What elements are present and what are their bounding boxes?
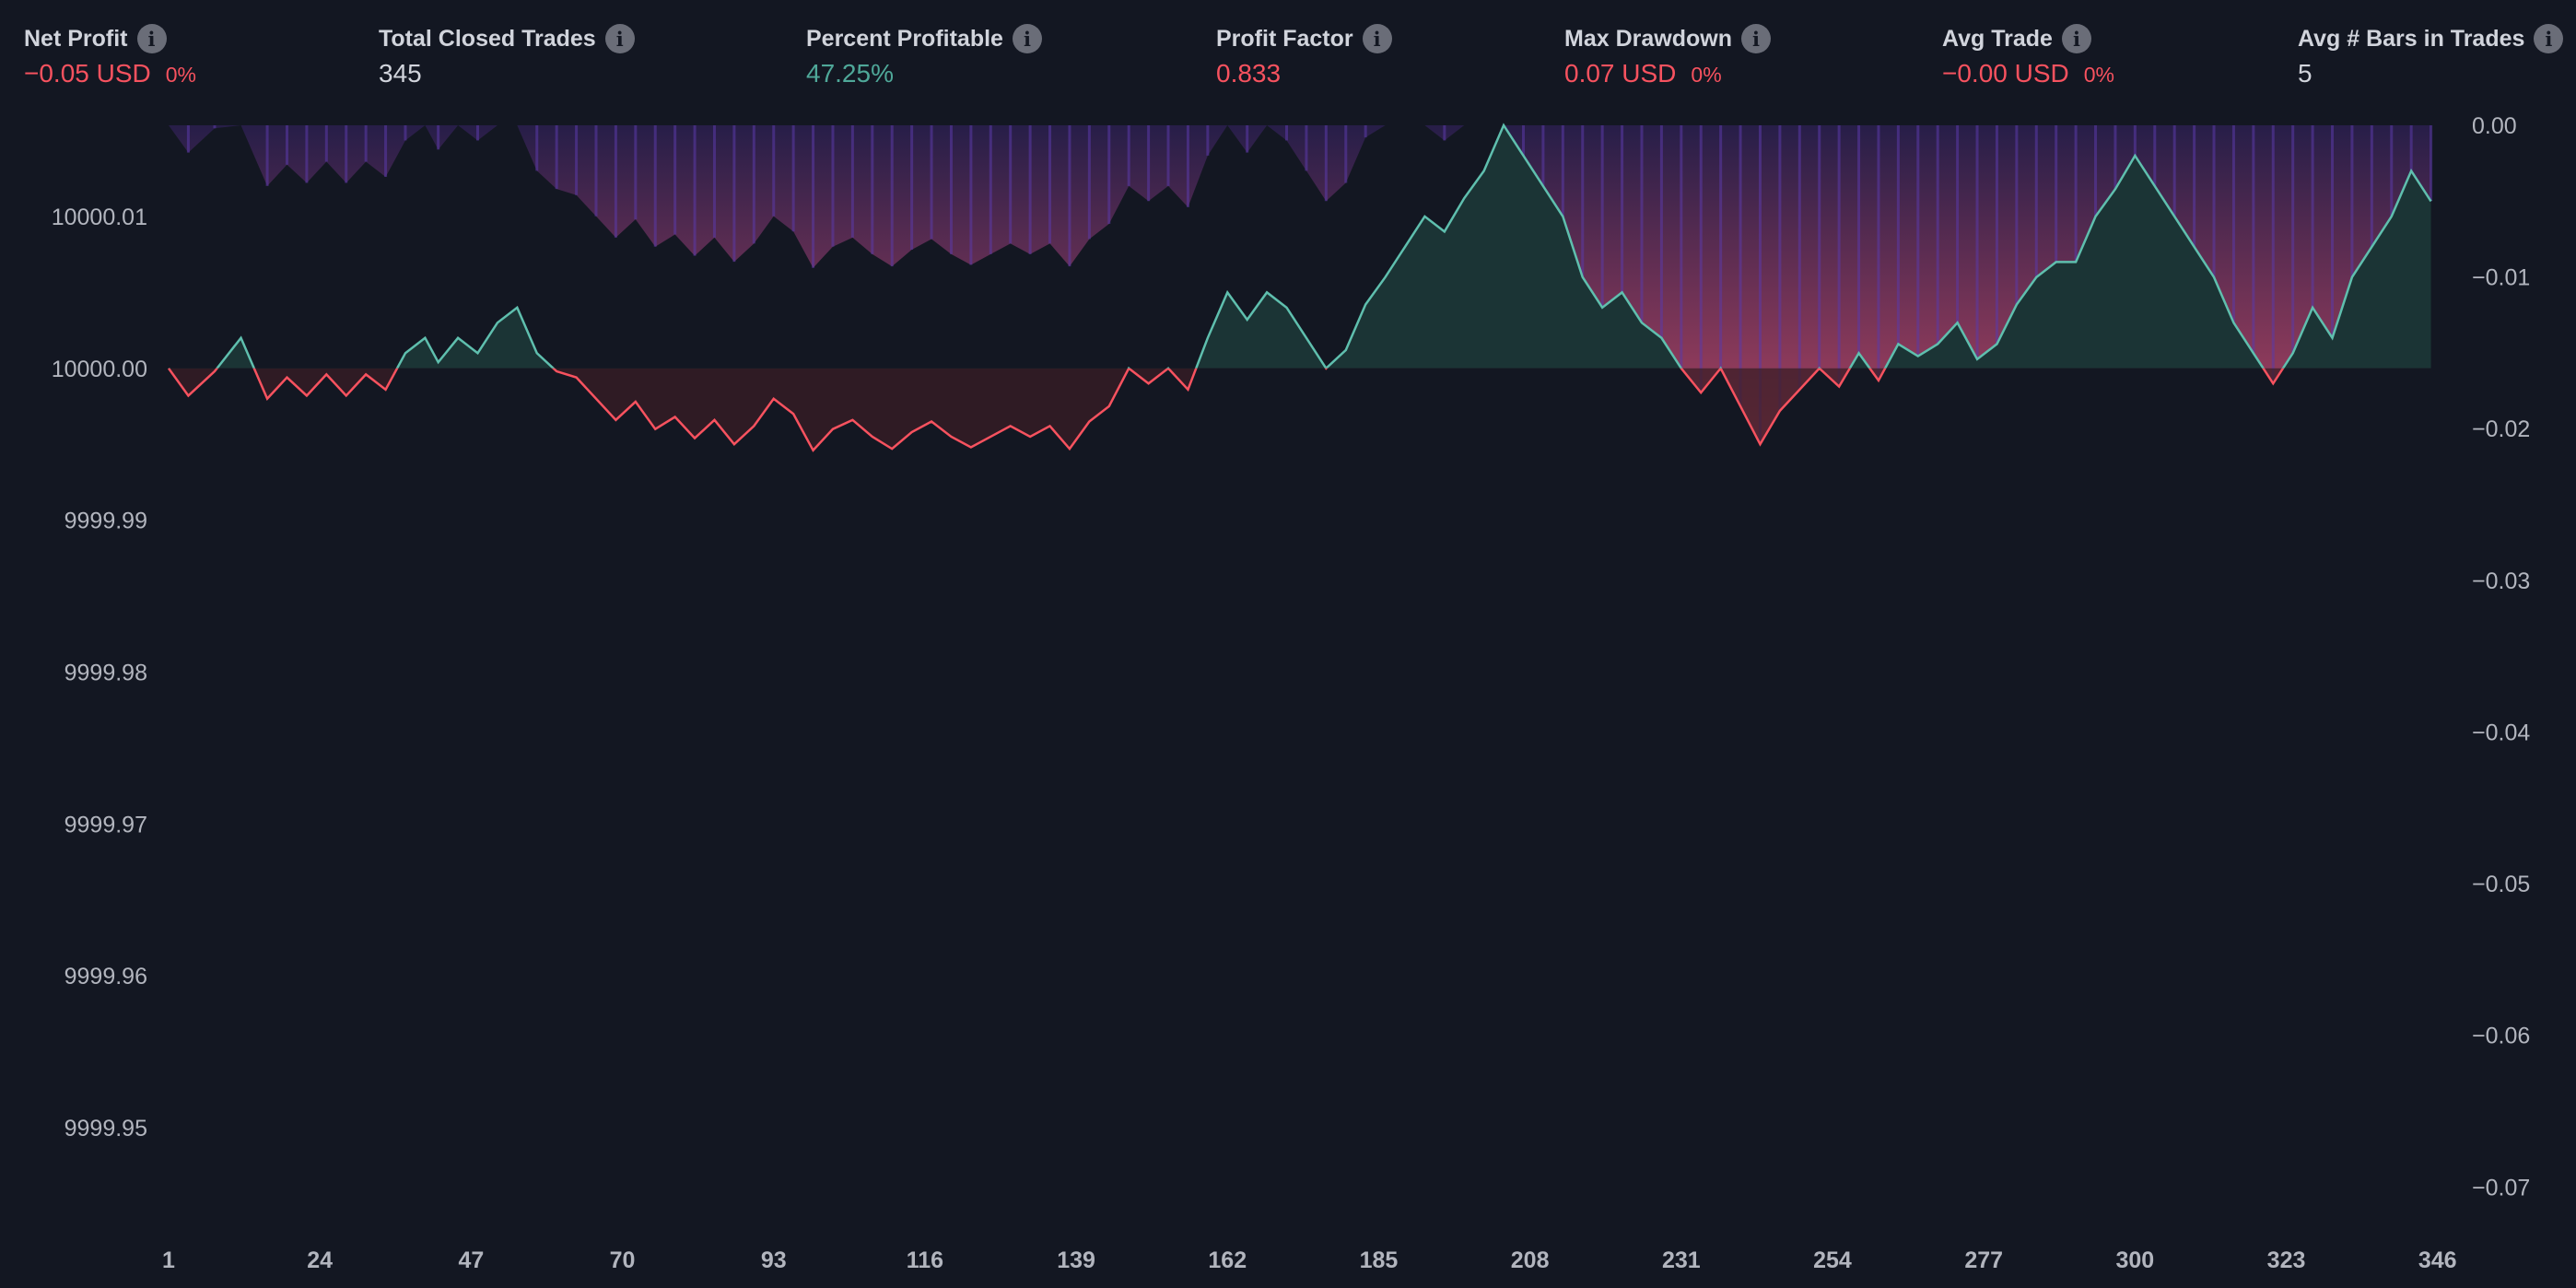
left-tick-label: 9999.96 [64,964,147,989]
x-tick-label: 1 [162,1247,175,1273]
metric-avg-trade: Avg Trade i −0.00 USD 0% [1942,20,2114,92]
metric-avg-bars-in-trades: Avg # Bars in Trades i 5 [2298,20,2564,92]
x-tick-label: 254 [1813,1247,1852,1273]
left-tick-label: 10000.01 [52,205,147,230]
info-icon[interactable]: i [604,24,635,53]
info-icon[interactable]: i [2534,24,2564,53]
metric-label: Max Drawdown [1564,25,1732,52]
x-tick-label: 139 [1057,1247,1095,1273]
equity-line-negative [167,368,2285,452]
metric-value: 345 [379,59,422,88]
info-icon[interactable]: i [1740,24,1771,53]
metric-total-closed-trades: Total Closed Trades i 345 [379,20,635,92]
x-tick-label: 162 [1208,1247,1247,1273]
metric-label: Avg # Bars in Trades [2298,25,2525,52]
right-axis: 0.00 −0.01 −0.02 −0.03 −0.04 −0.05 −0.06 −0.07 [2472,113,2530,1200]
left-tick-label: 9999.98 [64,660,147,685]
metric-max-drawdown: Max Drawdown i 0.07 USD 0% [1564,20,1771,92]
x-tick-label: 346 [2418,1247,2457,1273]
metric-label: Net Profit [24,25,128,52]
right-tick-label: −0.04 [2472,720,2530,745]
metric-percent: 0% [165,63,196,87]
equity-fill-negative [169,368,2431,451]
x-tick-label: 208 [1511,1247,1550,1273]
x-tick-label: 300 [2116,1247,2155,1273]
x-tick-label: 24 [307,1247,333,1273]
metric-label: Profit Factor [1216,25,1353,52]
equity-fill-positive [217,125,2431,369]
left-tick-label: 10000.00 [52,357,147,382]
metric-profit-factor: Profit Factor i 0.833 [1216,20,1392,92]
metric-label: Percent Profitable [806,25,1003,52]
right-tick-label: −0.01 [2472,265,2530,291]
metric-value: 47.25% [806,59,894,88]
x-tick-label: 116 [907,1247,943,1273]
info-icon[interactable]: i [2061,24,2091,53]
x-tick-label: 93 [761,1247,787,1273]
x-tick-label: 231 [1662,1247,1701,1273]
x-tick-label: 277 [1964,1247,2003,1273]
metric-percent: 0% [2083,63,2114,87]
metric-value: 5 [2298,59,2313,88]
right-tick-label: −0.07 [2472,1175,2530,1200]
left-tick-label: 9999.95 [64,1116,147,1142]
x-tick-label: 323 [2267,1247,2306,1273]
metric-percent: 0% [1691,63,1722,87]
metric-net-profit: Net Profit i −0.05 USD 0% [24,20,196,92]
right-tick-label: −0.02 [2472,416,2530,442]
metric-value: 0.07 USD [1564,59,1677,88]
right-tick-label: −0.06 [2472,1024,2530,1049]
metric-percent-profitable: Percent Profitable i 47.25% [806,20,1042,92]
right-tick-label: −0.05 [2472,872,2530,897]
x-tick-label: 70 [610,1247,636,1273]
right-tick-label: −0.03 [2472,568,2530,594]
metrics-bar: Net Profit i −0.05 USD 0% Total Closed Trade… [0,0,2576,101]
x-tick-label: 47 [458,1247,484,1273]
metric-label: Avg Trade [1942,25,2053,52]
equity-line-positive [169,123,2432,369]
metric-label: Total Closed Trades [379,25,596,52]
right-tick-label: 0.00 [2472,113,2517,139]
info-icon[interactable]: i [136,24,167,53]
left-axis: 10000.01 10000.00 9999.99 9999.98 9999.97 999… [52,205,147,1142]
x-axis: 1 24 47 70 93 116 139 162 185 208 231 254 277 300 323 3… [162,1247,2457,1273]
x-tick-label: 185 [1360,1247,1399,1273]
metric-value: 0.833 [1216,59,1282,88]
metric-value: −0.00 USD [1942,59,2069,88]
info-icon[interactable]: i [1362,24,1392,53]
left-tick-label: 9999.99 [64,509,147,534]
drawdown-bars [186,125,2433,444]
info-icon[interactable]: i [1012,24,1042,53]
left-tick-label: 9999.97 [64,812,147,837]
metric-value: −0.05 USD [24,59,151,88]
